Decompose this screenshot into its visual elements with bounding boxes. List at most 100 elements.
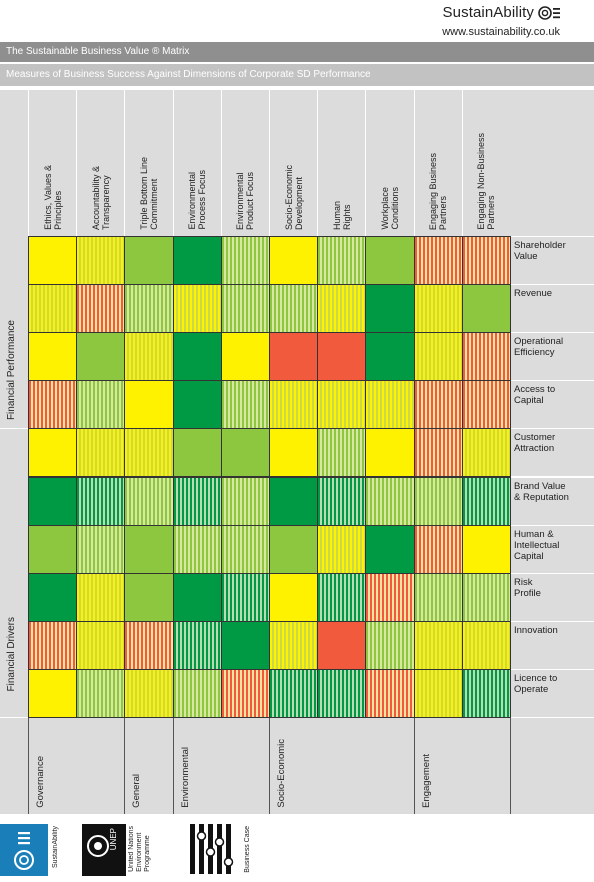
matrix-cell xyxy=(28,284,78,334)
matrix-cell xyxy=(172,236,222,286)
matrix-cell xyxy=(124,380,174,430)
matrix-cell xyxy=(461,668,511,718)
matrix-cell xyxy=(365,668,415,718)
matrix-title: The Sustainable Business Value ® Matrix xyxy=(0,42,594,62)
matrix-cell xyxy=(461,284,511,334)
matrix-cell xyxy=(365,476,415,526)
matrix-cell xyxy=(172,620,222,670)
matrix-cell xyxy=(76,380,126,430)
matrix-cell xyxy=(76,620,126,670)
matrix-cell xyxy=(413,620,463,670)
matrix-cell xyxy=(220,380,270,430)
matrix-cell xyxy=(124,476,174,526)
matrix-cell xyxy=(461,620,511,670)
column-group-label: Socio-Economic xyxy=(276,739,287,808)
matrix-cell xyxy=(461,380,511,430)
matrix-cell xyxy=(317,332,367,382)
matrix-cell xyxy=(76,236,126,286)
matrix-cell xyxy=(124,332,174,382)
column-header-label: Engaging Non-Business Partners xyxy=(476,133,497,230)
matrix-cell xyxy=(124,524,174,574)
matrix-corner xyxy=(0,90,28,236)
matrix-cell xyxy=(317,236,367,286)
row-header: Customer Attraction xyxy=(510,428,594,477)
row-header: Risk Profile xyxy=(510,572,594,621)
footer-right-blank xyxy=(510,718,594,814)
column-header: Socio-Economic Development xyxy=(269,90,318,236)
matrix-cell xyxy=(317,620,367,670)
matrix-cell xyxy=(76,572,126,622)
brand: SustainAbility xyxy=(443,4,560,21)
matrix-cell xyxy=(317,572,367,622)
matrix-cell xyxy=(317,380,367,430)
row-header: Shareholder Value xyxy=(510,236,594,285)
row-header: Brand Value & Reputation xyxy=(510,476,594,525)
column-header-label: Socio-Economic Development xyxy=(283,164,304,230)
matrix-cell xyxy=(28,620,78,670)
matrix-cell xyxy=(269,428,319,478)
unep-logo-icon xyxy=(82,824,126,876)
matrix-cell xyxy=(220,668,270,718)
matrix-cell xyxy=(269,620,319,670)
matrix-cell xyxy=(124,428,174,478)
matrix-cell xyxy=(220,236,270,286)
matrix-cell xyxy=(365,236,415,286)
matrix-cell xyxy=(172,380,222,430)
matrix-cell xyxy=(461,236,511,286)
column-header: Human Rights xyxy=(317,90,366,236)
matrix-cell xyxy=(365,524,415,574)
matrix-cell xyxy=(461,572,511,622)
matrix-cell xyxy=(413,668,463,718)
matrix-cell xyxy=(461,428,511,478)
website-url[interactable]: www.sustainability.co.uk xyxy=(442,26,560,38)
matrix-cell xyxy=(269,524,319,574)
business-case-logo-icon xyxy=(188,822,240,876)
matrix-cell xyxy=(461,524,511,574)
matrix-cell xyxy=(28,524,78,574)
column-header-label: Accountability & Transparency xyxy=(90,165,111,230)
matrix-cell xyxy=(365,332,415,382)
row-group-label: Financial Performance xyxy=(6,320,17,421)
column-header: Accountability & Transparency xyxy=(76,90,125,236)
row-header: Licence to Operate xyxy=(510,668,594,717)
matrix-cell xyxy=(269,668,319,718)
matrix-cell xyxy=(28,572,78,622)
matrix-cell xyxy=(317,476,367,526)
matrix-cell xyxy=(413,236,463,286)
column-header-label: Ethics, Values & Principles xyxy=(42,165,63,230)
matrix-cell xyxy=(365,380,415,430)
matrix-cell xyxy=(413,380,463,430)
footer-logos: SustainAbility UNEP United Nations Envir… xyxy=(0,822,300,878)
matrix-cell xyxy=(365,284,415,334)
footer-left-blank xyxy=(0,718,28,814)
matrix-cell xyxy=(76,668,126,718)
matrix-cell xyxy=(76,284,126,334)
matrix-cell xyxy=(220,284,270,334)
column-header: Ethics, Values & Principles xyxy=(28,90,77,236)
matrix-cell xyxy=(269,236,319,286)
row-group-label: Financial Drivers xyxy=(6,616,17,692)
matrix-cell xyxy=(124,236,174,286)
column-header-label: Triple Bottom Line Commitment xyxy=(138,157,159,230)
matrix-corner-right xyxy=(510,90,594,236)
matrix-cell xyxy=(76,476,126,526)
column-header: Workplace Conditions xyxy=(365,90,414,236)
row-header: Operational Efficiency xyxy=(510,332,594,381)
matrix-cell xyxy=(413,524,463,574)
column-group: Socio-Economic xyxy=(269,718,414,814)
matrix-cell xyxy=(28,668,78,718)
column-header-label: Workplace Conditions xyxy=(379,187,400,230)
matrix-cell xyxy=(269,476,319,526)
matrix-cell xyxy=(365,428,415,478)
column-header-label: Environmental Product Focus xyxy=(235,171,256,230)
matrix-cell xyxy=(365,572,415,622)
matrix-cell xyxy=(220,476,270,526)
column-header: Triple Bottom Line Commitment xyxy=(124,90,173,236)
matrix-cell xyxy=(76,428,126,478)
matrix-cell xyxy=(220,524,270,574)
row-group-column xyxy=(0,236,28,717)
matrix-cell xyxy=(172,668,222,718)
column-group-label: Governance xyxy=(35,756,46,808)
matrix-cell xyxy=(220,572,270,622)
column-group: Governance xyxy=(28,718,125,814)
